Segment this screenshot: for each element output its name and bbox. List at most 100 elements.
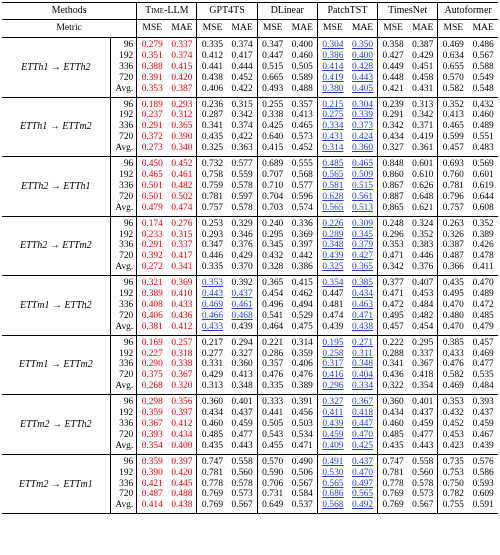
value-cell: 0.295 [262, 229, 284, 240]
table-row: 336 0.291 0.365 0.341 0.374 0.425 0.465 0.334 0.… [2, 121, 498, 133]
value-cell: 0.559 [227, 169, 258, 181]
value-cell: 0.360 [347, 143, 379, 158]
value-cell: 0.347 [201, 240, 224, 251]
value-cell: 0.471 [287, 440, 318, 455]
horizon-label: Avg. [110, 321, 138, 336]
horizon-label: 720 [110, 489, 138, 501]
value-cell: 0.434 [201, 408, 224, 419]
horizon-label: 192 [110, 229, 138, 241]
value-cell: 0.491 [322, 456, 344, 467]
value-cell: 0.354 [408, 381, 439, 396]
value-cell: 0.588 [472, 61, 494, 72]
value-cell: 0.369 [167, 275, 198, 290]
value-cell: 0.574 [287, 202, 318, 217]
value-cell: 0.376 [227, 240, 258, 252]
value-cell: 0.401 [227, 394, 258, 409]
value-cell: 0.412 [167, 419, 198, 430]
value-cell: 0.314 [287, 335, 318, 349]
value-cell: 0.414 [322, 61, 344, 72]
value-cell: 0.505 [262, 419, 284, 429]
horizon-label: 336 [110, 240, 138, 252]
value-cell: 0.431 [408, 83, 439, 98]
value-cell: 0.367 [408, 359, 439, 371]
value-cell: 0.474 [167, 202, 198, 217]
value-cell: 0.436 [382, 370, 404, 381]
value-cell: 0.296 [382, 229, 404, 240]
value-cell: 0.425 [347, 440, 379, 455]
value-cell: 0.291 [141, 121, 163, 132]
value-cell: 0.325 [317, 262, 348, 277]
value-cell: 0.758 [201, 169, 224, 180]
horizon-label: 96 [110, 454, 138, 468]
value-cell: 0.411 [322, 408, 344, 419]
value-cell: 0.421 [141, 478, 163, 489]
value-cell: 0.413 [227, 370, 258, 382]
table-row: 192 0.465 0.461 0.758 0.559 0.707 0.568 0.565 0.… [2, 169, 498, 181]
value-cell: 0.321 [141, 278, 163, 289]
value-cell: 0.488 [167, 489, 198, 501]
value-cell: 0.347 [262, 40, 284, 50]
value-cell: 0.397 [167, 408, 198, 419]
value-cell: 0.565 [322, 478, 344, 489]
table-row: 192 0.390 0.420 0.781 0.560 0.590 0.506 0.530 0.… [2, 467, 498, 479]
value-cell: 0.757 [196, 202, 228, 217]
results-table: Methods Time-LLM GPT4TS DLinear PatchTST… [2, 2, 498, 515]
value-cell: 0.420 [167, 72, 198, 84]
value-cell: 0.353 [201, 278, 224, 289]
value-cell: 0.338 [262, 110, 284, 121]
value-cell: 0.341 [201, 121, 224, 132]
value-cell: 0.548 [468, 83, 498, 98]
value-cell: 0.272 [136, 262, 168, 277]
value-cell: 0.359 [287, 348, 318, 360]
value-cell: 0.867 [382, 180, 404, 191]
table-row: 720 0.393 0.434 0.485 0.477 0.543 0.534 0.459 0.… [2, 429, 498, 441]
value-cell: 0.417 [167, 251, 198, 263]
value-cell: 0.373 [347, 121, 379, 133]
metric-mse: MSE [196, 19, 228, 38]
value-cell: 0.710 [262, 180, 284, 191]
value-cell: 0.488 [287, 83, 318, 98]
value-cell: 0.312 [167, 110, 198, 122]
value-cell: 0.515 [347, 180, 379, 192]
value-cell: 0.644 [472, 191, 494, 202]
value-cell: 0.409 [317, 440, 348, 455]
value-cell: 0.778 [201, 478, 224, 489]
value-cell: 0.287 [201, 110, 224, 121]
task-label: ETTm2 → ETTh2 [2, 394, 111, 455]
value-cell: 0.439 [227, 321, 258, 336]
metric-mae: MAE [468, 19, 498, 38]
value-cell: 0.484 [468, 381, 498, 396]
value-cell: 0.380 [317, 83, 348, 98]
value-cell: 0.565 [317, 202, 348, 217]
value-cell: 0.640 [262, 132, 284, 143]
value-cell: 0.560 [408, 467, 439, 479]
value-cell: 0.549 [472, 72, 494, 83]
value-cell: 0.601 [472, 169, 494, 180]
value-cell: 0.320 [167, 381, 198, 396]
value-cell: 0.415 [287, 275, 318, 290]
value-cell: 0.469 [442, 40, 464, 50]
value-cell: 0.434 [382, 132, 404, 143]
value-cell: 0.453 [408, 289, 439, 300]
value-cell: 0.628 [322, 191, 344, 202]
value-cell: 0.324 [408, 216, 439, 230]
value-cell: 0.494 [287, 299, 318, 311]
value-cell: 0.586 [472, 467, 494, 478]
table-row: 720 0.392 0.417 0.446 0.429 0.432 0.442 0.439 0.… [2, 251, 498, 263]
value-cell: 0.590 [262, 467, 284, 478]
value-cell: 0.704 [262, 191, 284, 202]
horizon-label: 96 [110, 394, 138, 409]
task-label: ETTm2 → ETTm1 [2, 454, 111, 515]
value-cell: 0.707 [262, 169, 284, 180]
value-cell: 0.391 [141, 72, 163, 83]
value-cell: 0.413 [287, 110, 318, 122]
value-cell: 0.328 [257, 262, 288, 277]
task-label: ETTh1 → ETTh2 [2, 37, 111, 98]
value-cell: 0.568 [287, 169, 318, 181]
value-cell: 0.431 [322, 132, 344, 143]
value-cell: 0.174 [141, 218, 163, 229]
value-cell: 0.480 [442, 310, 464, 321]
metric-mae: MAE [167, 19, 198, 38]
value-cell: 0.413 [442, 110, 464, 121]
value-cell: 0.848 [382, 159, 404, 170]
